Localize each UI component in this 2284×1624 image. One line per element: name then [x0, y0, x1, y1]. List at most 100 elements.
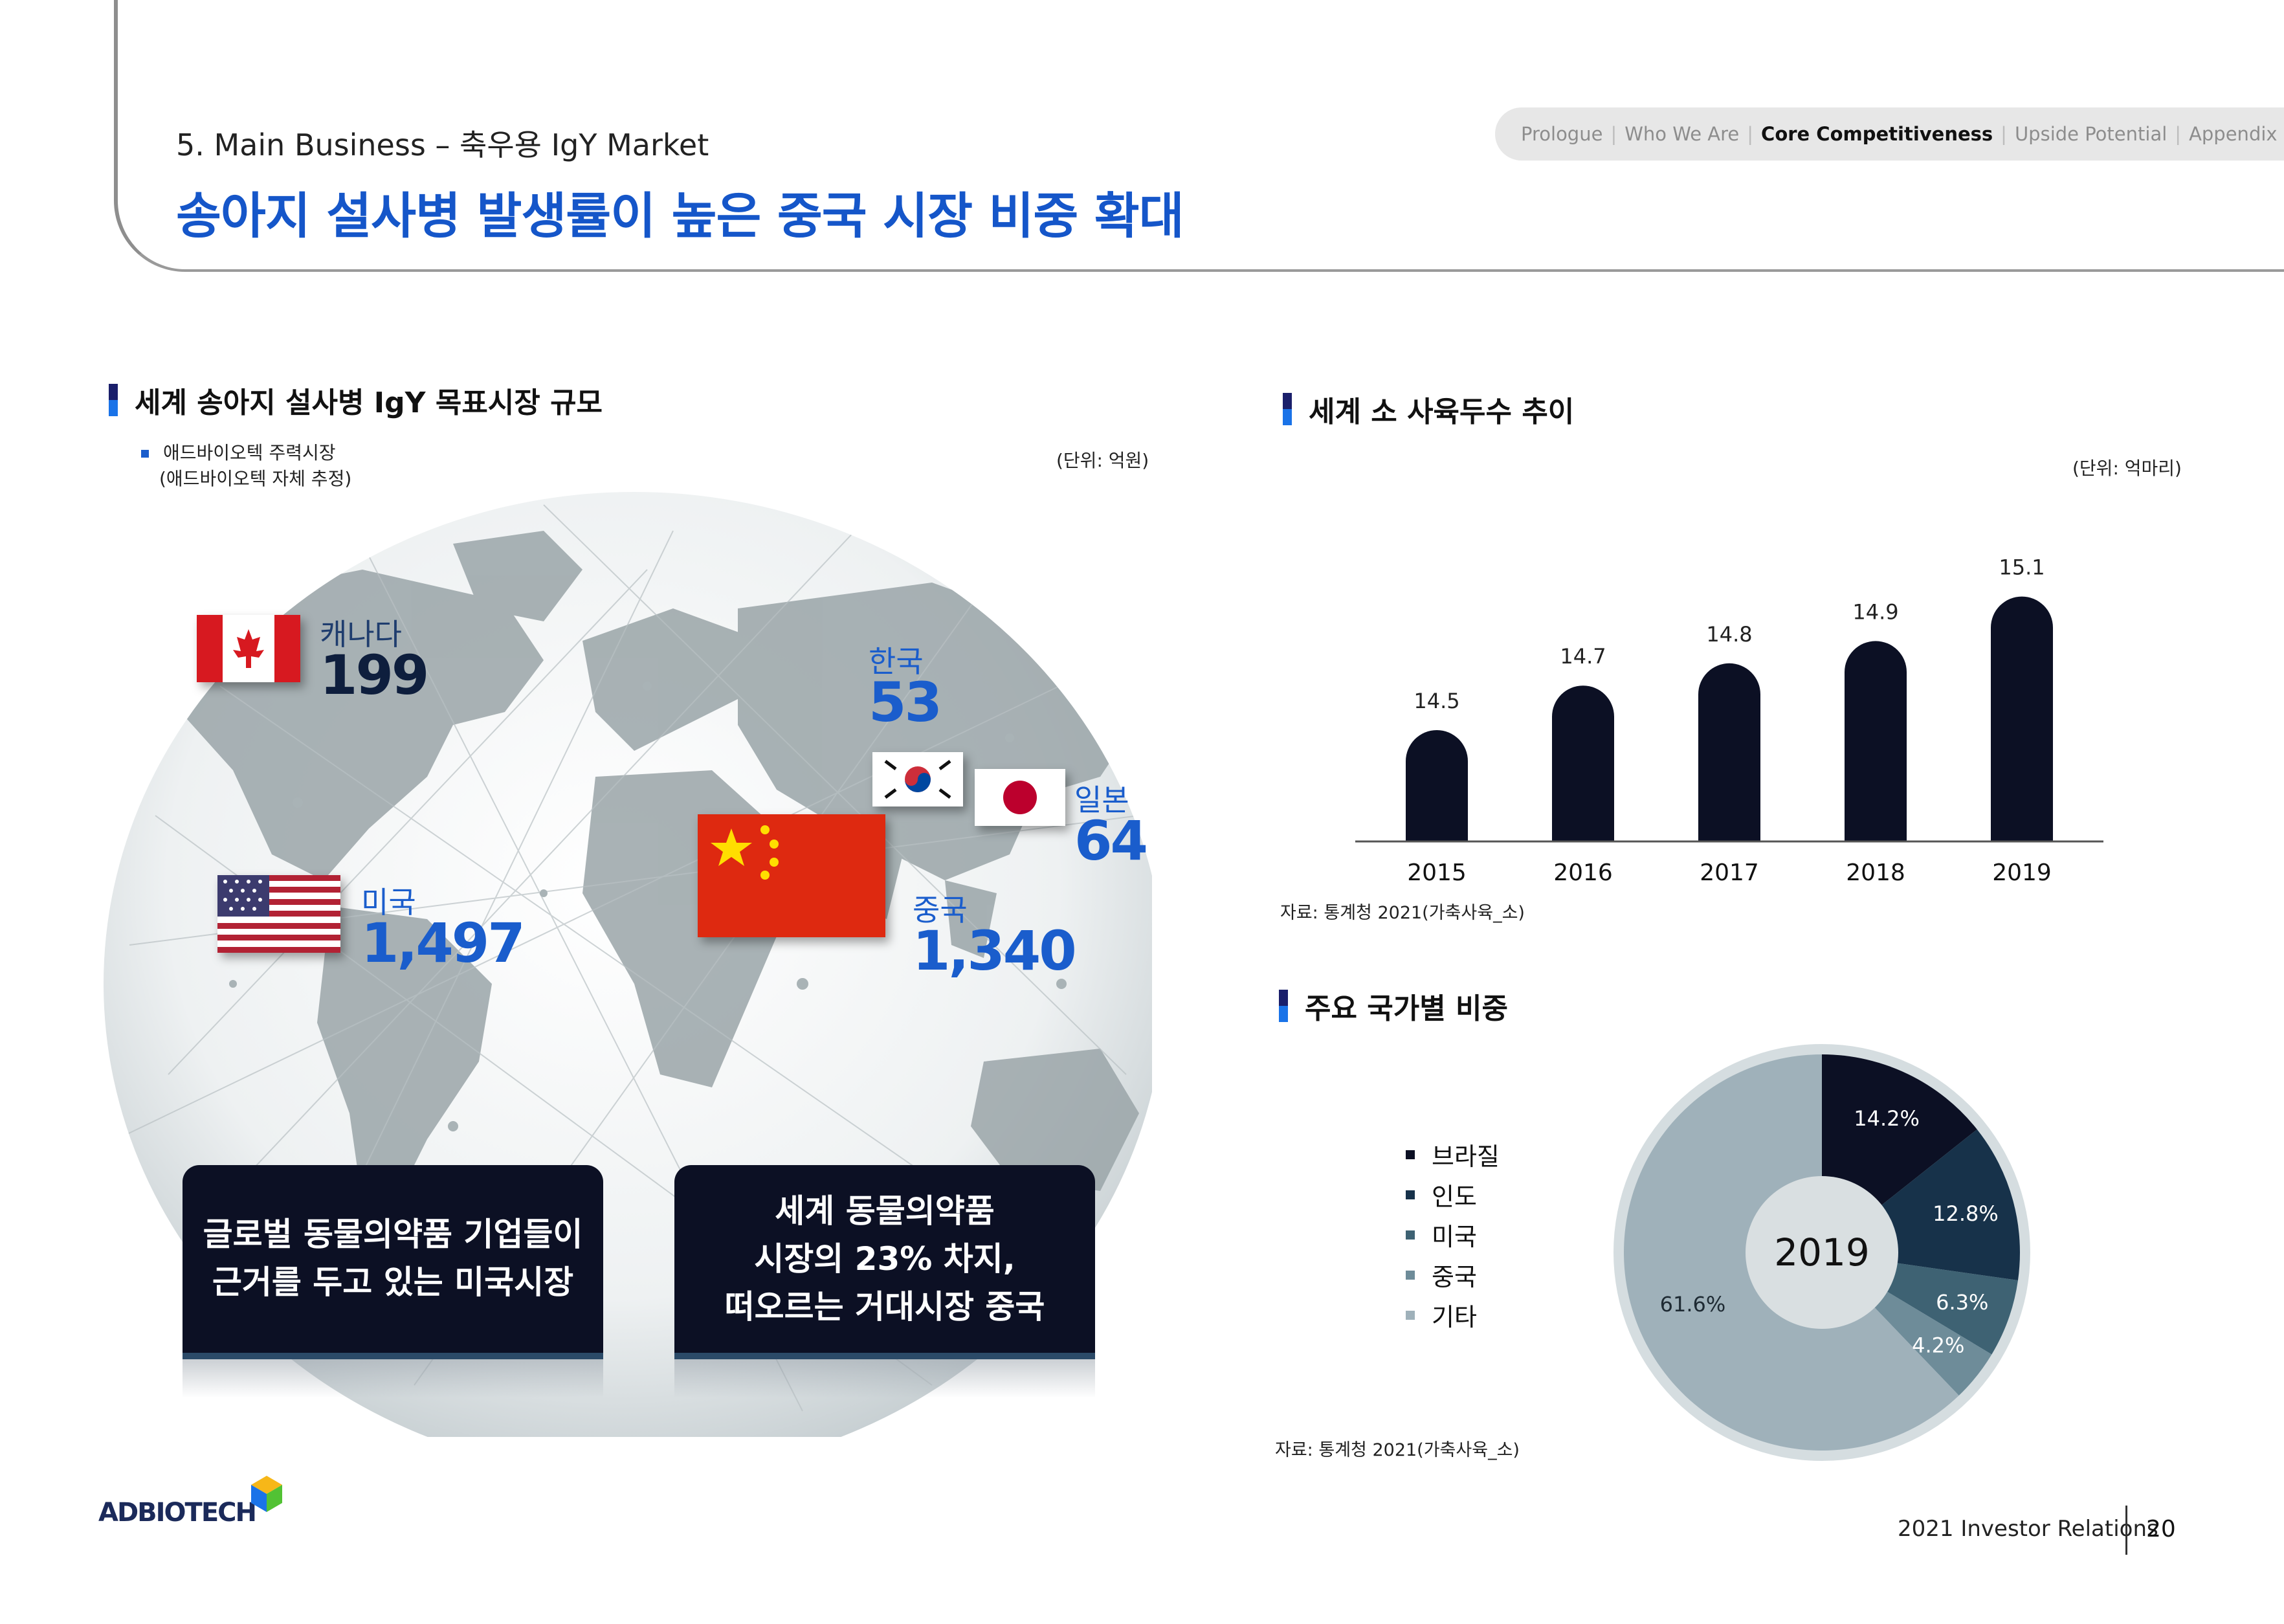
bar-value-label: 14.8	[1706, 622, 1752, 647]
nav-item-who-we-are[interactable]: Who We Are	[1624, 123, 1740, 145]
network-nodes	[229, 682, 1067, 1196]
logo-wordmark: ADBIOTECH	[98, 1498, 256, 1528]
usa-flag-icon	[217, 875, 340, 953]
nav-divider: |	[2001, 123, 2007, 145]
pie-section-title-text: 주요 국가별 비중	[1305, 992, 1508, 1025]
bar-category-label: 2018	[1846, 860, 1905, 886]
legend-label: 기타	[1432, 1303, 1477, 1331]
left-section-title: 세계 송아지 설사병 IgY 목표시장 규모	[109, 379, 603, 421]
country-name-canada: 캐나다	[320, 617, 402, 652]
canada-flag-icon	[197, 615, 300, 682]
bar-category-label: 2017	[1700, 860, 1759, 886]
legend-label: 중국	[1432, 1263, 1477, 1291]
callout-china-line1: 세계 동물의약품	[775, 1192, 995, 1230]
bar-section-title-text: 세계 소 사육두수 추이	[1309, 395, 1575, 428]
country-value-canada: 199	[320, 643, 429, 707]
callout-china-line2: 시장의 23% 차지,	[754, 1240, 1015, 1278]
country-value-china: 1,340	[913, 919, 1077, 983]
japan-flag-icon	[975, 769, 1065, 826]
bar-category-label: 2016	[1553, 860, 1613, 886]
country-name-usa: 미국	[361, 885, 416, 920]
legend-label: 브라질	[1432, 1142, 1500, 1171]
legend-swatch-icon	[1406, 1310, 1415, 1320]
bar-value-label: 14.9	[1852, 599, 1898, 624]
country-name-korea: 한국	[869, 644, 924, 679]
legend-swatch-icon	[1406, 1150, 1415, 1159]
legend-label: 인도	[1432, 1183, 1477, 1211]
bar-source-note: 자료: 통계청 2021(가축사육_소)	[1280, 903, 1525, 923]
legend-swatch-icon	[1406, 1270, 1415, 1280]
map-unit-label: (단위: 억원)	[1056, 450, 1149, 471]
china-flag-icon	[698, 814, 885, 937]
legend-item: 기타	[1406, 1297, 1477, 1333]
callout-usa-market: 글로벌 동물의약품 기업들이 근거를 두고 있는 미국시장	[183, 1165, 603, 1359]
donut-slice-label: 61.6%	[1660, 1292, 1726, 1317]
pie-source-note: 자료: 통계청 2021(가축사육_소)	[1275, 1440, 1520, 1460]
footer-divider	[2125, 1506, 2127, 1555]
bar-2017	[1698, 663, 1760, 841]
donut-slice-label: 6.3%	[1936, 1290, 1988, 1315]
legend-swatch-icon	[1406, 1230, 1415, 1240]
legend-item: 중국	[1406, 1257, 1477, 1293]
country-name-japan: 일본	[1074, 783, 1129, 818]
donut-slice-label: 14.2%	[1854, 1106, 1920, 1131]
country-name-china: 중국	[913, 893, 968, 928]
header-frame-curve	[114, 0, 2284, 272]
legend-item: 인도	[1406, 1177, 1477, 1212]
legend-square-icon	[141, 450, 149, 458]
section-marker-icon	[1279, 990, 1288, 1022]
pie-section-title: 주요 국가별 비중	[1279, 985, 1508, 1027]
nav-item-core-competitiveness[interactable]: Core Competitiveness	[1761, 123, 1993, 145]
bar-value-label: 14.5	[1414, 689, 1459, 713]
bar-2016	[1552, 685, 1614, 841]
market-legend-line1: 애드바이오텍 주력시장	[141, 439, 336, 465]
nav-item-appendix[interactable]: Appendix	[2189, 123, 2278, 145]
korea-flag-icon	[872, 752, 963, 806]
bar-2015	[1406, 730, 1468, 841]
legend-label: 미국	[1432, 1223, 1477, 1251]
section-marker-icon	[109, 384, 118, 416]
bar-unit-label: (단위: 억마리)	[2072, 458, 2182, 479]
bar-value-label: 14.7	[1560, 644, 1606, 669]
callout-shadow	[674, 1359, 1095, 1398]
bar-value-label: 15.1	[1999, 555, 2045, 580]
nav-item-prologue[interactable]: Prologue	[1521, 123, 1603, 145]
bar-2018	[1845, 641, 1907, 841]
country-value-usa: 1,497	[361, 911, 526, 975]
donut-center-label: 2019	[1774, 1230, 1870, 1274]
nav-divider: |	[1610, 123, 1617, 145]
section-marker-icon	[1283, 393, 1292, 425]
market-legend-line2: (애드바이오텍 자체 추정)	[159, 468, 352, 489]
page-number: 20	[2146, 1516, 2176, 1542]
callout-usa-line1: 글로벌 동물의약품 기업들이	[203, 1216, 583, 1253]
country-value-korea: 53	[869, 671, 942, 734]
section-eyebrow: 5. Main Business – 축우용 IgY Market	[176, 128, 709, 162]
bar-2019	[1991, 596, 2053, 841]
legend-text: 애드바이오텍 주력시장	[163, 442, 336, 463]
callout-china-line3: 떠오르는 거대시장 중국	[724, 1288, 1045, 1326]
legend-item: 미국	[1406, 1217, 1477, 1252]
nav-divider: |	[2175, 123, 2182, 145]
country-value-japan: 64	[1074, 809, 1148, 873]
bar-category-label: 2015	[1407, 860, 1467, 886]
country-share-donut: 2019 14.2% 12.8% 6.3% 4.2% 61.6%	[1613, 1044, 2030, 1461]
nav-item-upside-potential[interactable]: Upside Potential	[2014, 123, 2168, 145]
bar-section-title: 세계 소 사육두수 추이	[1283, 388, 1574, 430]
bar-category-label: 2019	[1992, 860, 2052, 886]
callout-usa-line2: 근거를 두고 있는 미국시장	[212, 1263, 574, 1301]
left-section-title-text: 세계 송아지 설사병 IgY 목표시장 규모	[135, 386, 603, 419]
footer-report-name: 2021 Investor Relations	[1898, 1516, 2158, 1542]
donut-hole	[1746, 1176, 1898, 1329]
section-nav: Prologue | Who We Are | Core Competitivene…	[1495, 107, 2284, 161]
callout-china-market: 세계 동물의약품 시장의 23% 차지, 떠오르는 거대시장 중국	[674, 1165, 1095, 1359]
callout-shadow	[183, 1359, 603, 1398]
legend-item: 브라질	[1406, 1137, 1500, 1172]
donut-slice-label: 4.2%	[1912, 1333, 1964, 1357]
cattle-bar-chart: 14.5 2015 14.7 2016 14.8 2017 14.9 2018 15.1 2019	[1355, 555, 2103, 886]
nav-divider: |	[1747, 123, 1754, 145]
company-logo: ADBIOTECH	[98, 1476, 293, 1528]
page-title: 송아지 설사병 발생률이 높은 중국 시장 비중 확대	[176, 187, 1184, 245]
donut-slice-label: 12.8%	[1933, 1201, 1999, 1226]
legend-swatch-icon	[1406, 1190, 1415, 1199]
adbiotech-logo-icon: ADBIOTECH	[98, 1476, 282, 1528]
